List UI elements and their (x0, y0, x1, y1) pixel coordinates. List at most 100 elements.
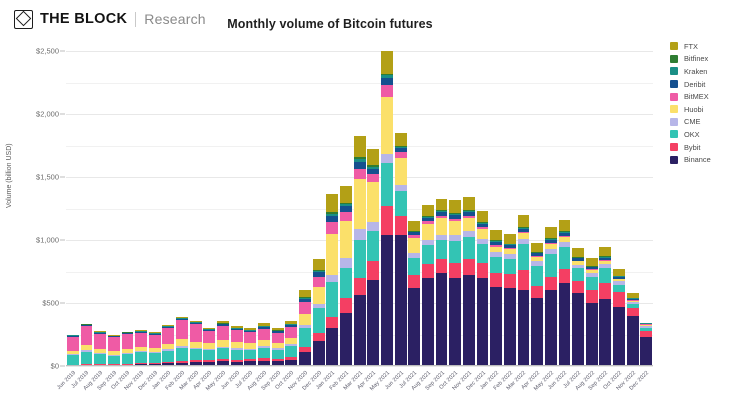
bar-segment (408, 220, 421, 231)
bar-column[interactable] (107, 51, 120, 366)
bar-column[interactable] (626, 51, 639, 366)
bar-segment (476, 227, 489, 230)
legend-item[interactable]: CME (670, 116, 738, 129)
bar-segment (408, 238, 421, 254)
bar-column[interactable] (121, 51, 134, 366)
bar-segment (531, 297, 544, 366)
bar-segment (340, 297, 352, 314)
bar-column[interactable] (353, 51, 366, 366)
bar-column[interactable] (462, 51, 475, 366)
bar-column[interactable] (531, 51, 544, 366)
bar-column[interactable] (299, 51, 311, 366)
bar-column[interactable] (80, 51, 93, 366)
bar-segment (435, 258, 448, 273)
y-tick-mark (60, 239, 65, 241)
bar-column[interactable] (162, 51, 175, 366)
legend-color-swatch (670, 92, 678, 101)
bar-segment (531, 243, 544, 253)
bar-segment (613, 284, 626, 292)
bar-column[interactable] (572, 51, 585, 366)
bar-segment (121, 353, 134, 355)
bar-column[interactable] (203, 51, 216, 366)
bar-column[interactable] (285, 51, 298, 366)
bar-column[interactable] (408, 51, 421, 366)
bar-column[interactable] (217, 51, 229, 366)
bar-column[interactable] (367, 51, 380, 366)
bar-segment (435, 272, 448, 366)
bar-column[interactable] (135, 51, 148, 366)
bar-column[interactable] (176, 51, 189, 366)
bar-segment (162, 361, 175, 364)
bar-segment (640, 331, 653, 338)
bar-column[interactable] (599, 51, 612, 366)
bar-segment (476, 223, 489, 225)
bar-segment (189, 342, 202, 349)
bar-segment (312, 340, 325, 366)
legend-item[interactable]: BitMEX (670, 90, 738, 103)
bar-column[interactable] (326, 51, 339, 366)
legend-item[interactable]: Kraken (670, 65, 738, 78)
the-block-logo-icon (14, 9, 33, 29)
bar-column[interactable] (66, 51, 79, 366)
bar-column[interactable] (421, 51, 434, 366)
y-tick-label: $1,000 (36, 235, 59, 245)
bar-column[interactable] (449, 51, 462, 366)
bar-column[interactable] (258, 51, 270, 366)
bar-column[interactable] (585, 51, 598, 366)
bar-segment (299, 328, 311, 348)
bar-segment (490, 229, 503, 241)
bar-segment (217, 339, 229, 347)
legend-item[interactable]: Bitfinex (670, 53, 738, 66)
bar-column[interactable] (394, 51, 407, 366)
legend-item[interactable]: FTX (670, 40, 738, 53)
bar-segment (517, 290, 530, 366)
bar-segment (271, 330, 284, 332)
bar-column[interactable] (476, 51, 489, 366)
bar-segment (367, 166, 380, 169)
bar-segment (340, 257, 352, 268)
bar-segment (217, 359, 229, 362)
bar-segment (80, 323, 93, 325)
bar-segment (626, 315, 639, 366)
bar-segment (285, 324, 298, 326)
bar-column[interactable] (271, 51, 284, 366)
bar-segment (585, 290, 598, 303)
bar-column[interactable] (503, 51, 516, 366)
bar-segment (258, 328, 270, 340)
bar-column[interactable] (189, 51, 202, 366)
bar-column[interactable] (380, 51, 393, 366)
y-tick-label: $1,500 (36, 172, 59, 182)
bar-column[interactable] (613, 51, 626, 366)
bar-column[interactable] (244, 51, 257, 366)
legend-item[interactable]: Deribit (670, 78, 738, 91)
bar-segment (135, 352, 148, 363)
bar-segment (380, 96, 393, 155)
bar-column[interactable] (435, 51, 448, 366)
bar-column[interactable] (640, 51, 653, 366)
bar-segment (340, 202, 352, 205)
bar-segment (94, 348, 107, 354)
bar-column[interactable] (94, 51, 107, 366)
bar-column[interactable] (544, 51, 557, 366)
bar-column[interactable] (340, 51, 352, 366)
bar-column[interactable] (517, 51, 530, 366)
bar-segment (626, 293, 639, 298)
legend-item[interactable]: OKX (670, 128, 738, 141)
bar-column[interactable] (490, 51, 503, 366)
legend-item[interactable]: Huobi (670, 103, 738, 116)
legend-item[interactable]: Binance (670, 153, 738, 166)
bar-column[interactable] (558, 51, 571, 366)
legend-item[interactable]: Bybit (670, 141, 738, 154)
bar-segment (599, 299, 612, 366)
bar-segment (230, 328, 243, 331)
bar-segment (271, 348, 284, 350)
bar-column[interactable] (148, 51, 161, 366)
bar-segment (544, 237, 557, 239)
legend-color-swatch (670, 155, 678, 164)
bar-segment (585, 269, 598, 271)
bar-segment (230, 326, 243, 328)
bar-segment (599, 256, 612, 257)
bar-column[interactable] (312, 51, 325, 366)
bar-column[interactable] (230, 51, 243, 366)
bar-segment (353, 157, 366, 160)
